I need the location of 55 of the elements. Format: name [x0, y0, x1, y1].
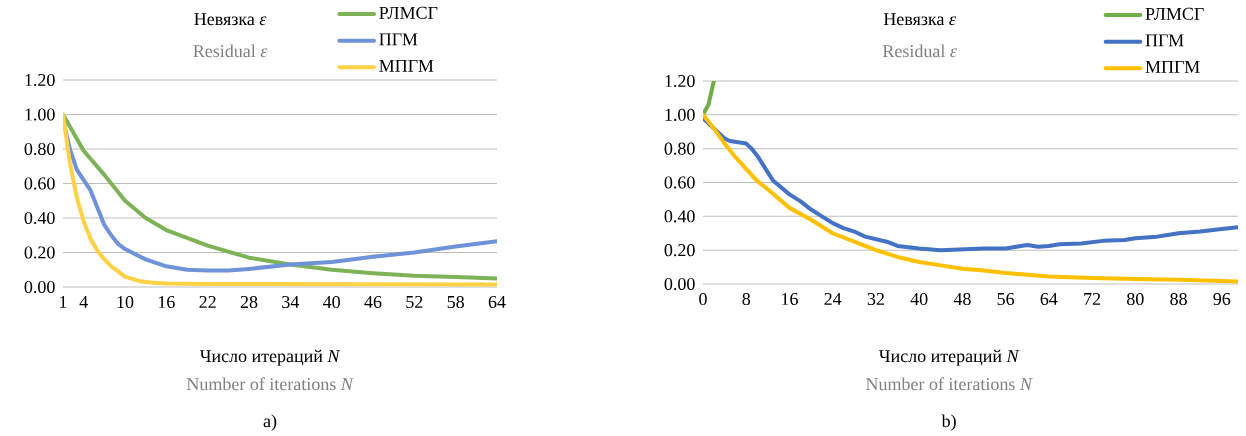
legend-label: ПГМ	[1145, 34, 1184, 47]
chart-title: Невязка ε	[194, 13, 267, 26]
y-tick-label: 0.80	[664, 142, 695, 155]
chart-title: Невязка ε	[883, 13, 956, 26]
x-tick-label: 32	[867, 292, 884, 306]
x-tick-label: 58	[447, 295, 464, 309]
x-tick-label: 40	[910, 292, 928, 306]
x-tick-label: 34	[282, 295, 300, 309]
x-tick-label: 8	[742, 292, 751, 306]
legend-label: МПГМ	[379, 59, 434, 72]
y-tick-label: 1.00	[665, 108, 695, 121]
x-tick-label: 4	[79, 295, 88, 308]
y-tick-label: 0.20	[24, 246, 55, 259]
x-tick-label: 64	[1040, 292, 1058, 306]
x-tick-label: 52	[406, 295, 423, 309]
x-tick-label: 88	[1170, 292, 1187, 306]
y-tick-label: 1.20	[665, 74, 695, 88]
y-tick-label: 0.00	[24, 280, 55, 294]
y-tick-label: 1.20	[25, 73, 55, 87]
x-tick-label: 40	[323, 295, 340, 309]
legend-label: МПГМ	[1145, 60, 1200, 73]
y-tick-label: 0.40	[24, 211, 55, 225]
y-tick-label: 0.60	[664, 176, 695, 189]
x-tick-label: 28	[240, 295, 258, 309]
chart-subtitle: Residual ε	[193, 44, 268, 58]
x-tick-label: 16	[782, 292, 798, 306]
x-tick-label: 80	[1127, 292, 1144, 306]
chart-subtitle: Residual ε	[882, 44, 957, 58]
x-tick-label: 1	[60, 295, 67, 308]
y-tick-label: 1.00	[25, 108, 55, 121]
x-tick-label: 72	[1084, 292, 1101, 305]
x-tick-label: 10	[117, 295, 134, 309]
text: Number of iterations N	[865, 377, 1033, 391]
text: Number of iterations N	[186, 377, 354, 391]
legend-label: ПГМ	[379, 33, 418, 46]
x-tick-label: 0	[699, 292, 707, 306]
x-tick-label: 64	[488, 295, 506, 309]
x-tick-label: 48	[953, 292, 971, 306]
x-tick-label: 24	[824, 292, 842, 305]
legend-label: РЛМСГ	[379, 6, 438, 19]
y-tick-label: 0.60	[24, 177, 55, 190]
legend-label: РЛМСГ	[1145, 7, 1204, 20]
x-tick-label: 96	[1213, 292, 1231, 306]
x-axis-title: Число итераций N	[879, 349, 1020, 366]
y-tick-label: 0.40	[664, 210, 695, 223]
x-tick-label: 22	[199, 295, 216, 308]
x-tick-label: 46	[364, 295, 382, 309]
text: b)	[941, 414, 956, 431]
y-tick-label: 0.20	[664, 244, 695, 257]
y-tick-label: 0.00	[664, 277, 695, 291]
y-tick-label: 0.80	[24, 142, 55, 156]
text: a)	[263, 414, 277, 431]
x-tick-label: 16	[158, 295, 175, 309]
x-axis-title: Число итераций N	[199, 349, 341, 366]
x-tick-label: 56	[997, 292, 1015, 306]
